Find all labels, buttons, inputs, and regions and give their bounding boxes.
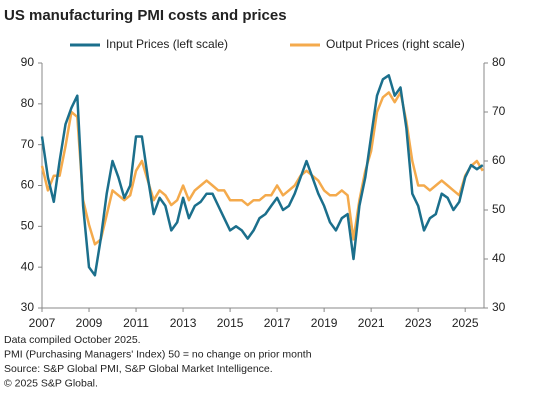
y2-tick-label: 30 — [492, 300, 506, 314]
y-tick-label: 90 — [21, 55, 35, 69]
x-tick-label: 2011 — [123, 316, 149, 330]
x-tick-label: 2025 — [452, 316, 479, 330]
y-tick-label: 60 — [21, 178, 35, 192]
y-tick-label: 50 — [21, 219, 35, 233]
x-tick-label: 2009 — [76, 316, 103, 330]
note: Source: S&P Global PMI, S&P Global Marke… — [4, 363, 273, 375]
y2-tick-label: 70 — [492, 104, 506, 118]
x-tick-label: 2007 — [29, 316, 56, 330]
y-tick-label: 80 — [21, 96, 35, 110]
series-line — [40, 74, 484, 277]
y2-tick-label: 50 — [492, 202, 506, 216]
y2-tick-label: 80 — [492, 55, 506, 69]
x-tick-label: 2017 — [264, 316, 291, 330]
x-tick-label: 2023 — [405, 316, 432, 330]
y2-tick-label: 60 — [492, 153, 506, 167]
series-line — [40, 91, 484, 246]
x-tick-label: 2021 — [358, 316, 385, 330]
legend-label: Input Prices (left scale) — [106, 37, 228, 51]
x-tick-label: 2015 — [217, 316, 244, 330]
x-tick-label: 2019 — [311, 316, 338, 330]
note: © 2025 S&P Global. — [4, 377, 98, 389]
legend-label: Output Prices (right scale) — [326, 37, 465, 51]
y-tick-label: 30 — [21, 300, 35, 314]
note: PMI (Purchasing Managers' Index) 50 = no… — [4, 348, 312, 360]
chart-title: US manufacturing PMI costs and prices — [4, 7, 287, 24]
y-tick-label: 40 — [21, 259, 35, 273]
y2-tick-label: 40 — [492, 251, 506, 265]
y-tick-label: 70 — [21, 137, 35, 151]
x-tick-label: 2013 — [170, 316, 197, 330]
note: Data compiled October 2025. — [4, 334, 141, 346]
